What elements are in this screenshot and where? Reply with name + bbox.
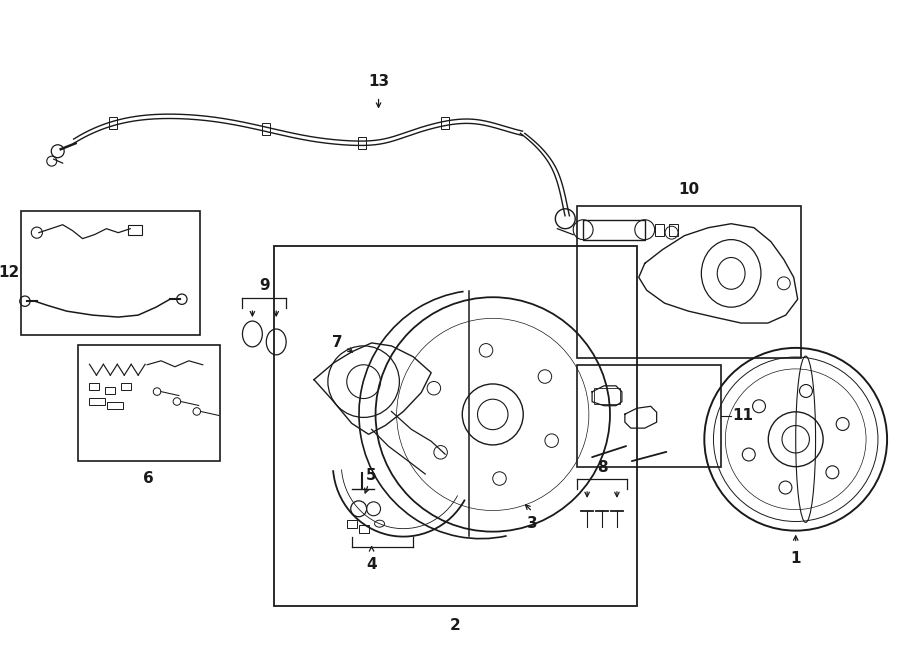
Text: 7: 7 (331, 335, 342, 350)
Bar (654, 223, 663, 235)
Text: 1: 1 (790, 551, 801, 566)
Bar (346, 520, 356, 527)
Bar (274, 246, 637, 606)
Text: 5: 5 (366, 467, 377, 483)
Bar (107, 401, 123, 409)
Bar (577, 206, 801, 358)
Text: 10: 10 (679, 182, 699, 198)
Text: 4: 4 (366, 557, 377, 572)
Bar (583, 219, 644, 240)
Bar (89, 383, 99, 389)
Text: 2: 2 (450, 619, 461, 633)
Text: 3: 3 (527, 516, 538, 531)
Bar (594, 388, 620, 404)
Text: 8: 8 (597, 459, 608, 475)
Text: 11: 11 (733, 408, 753, 424)
Text: 13: 13 (368, 74, 389, 89)
Bar (357, 137, 365, 149)
Bar (122, 383, 131, 389)
Text: 6: 6 (143, 471, 154, 486)
Bar (89, 397, 105, 405)
Bar (110, 118, 117, 130)
Bar (577, 365, 721, 467)
Bar (669, 223, 678, 235)
Bar (262, 124, 270, 136)
Text: 12: 12 (0, 265, 20, 280)
Text: 9: 9 (259, 278, 270, 293)
Bar (77, 345, 220, 461)
Bar (441, 118, 449, 130)
Bar (359, 525, 369, 533)
Bar (105, 387, 115, 393)
Bar (128, 225, 142, 235)
Bar (21, 211, 200, 335)
